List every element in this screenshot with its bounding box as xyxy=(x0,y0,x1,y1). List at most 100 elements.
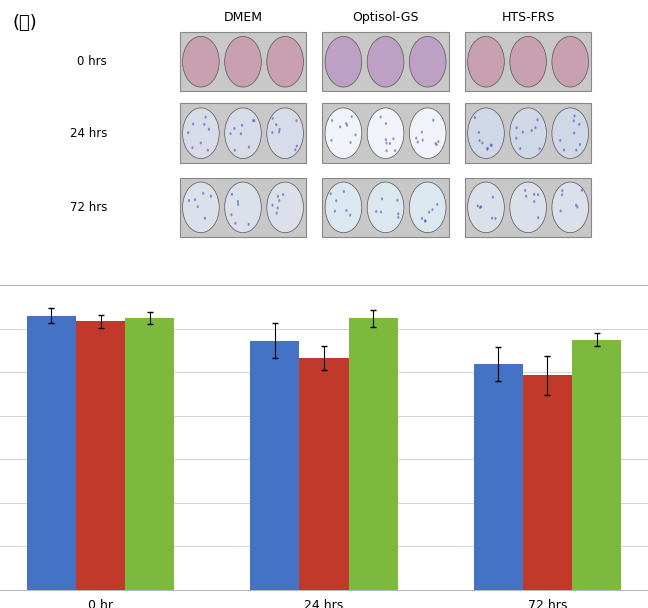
Ellipse shape xyxy=(237,200,239,203)
Ellipse shape xyxy=(436,203,438,206)
Ellipse shape xyxy=(272,117,273,120)
Text: HTS-FRS: HTS-FRS xyxy=(502,12,555,24)
Bar xyxy=(465,178,591,237)
Ellipse shape xyxy=(203,123,205,126)
Ellipse shape xyxy=(494,217,496,220)
Ellipse shape xyxy=(208,128,210,131)
Ellipse shape xyxy=(524,189,526,192)
Ellipse shape xyxy=(325,108,362,159)
Ellipse shape xyxy=(272,204,273,207)
Ellipse shape xyxy=(397,199,399,202)
Bar xyxy=(523,376,572,590)
Ellipse shape xyxy=(510,108,546,159)
Ellipse shape xyxy=(581,188,583,192)
Ellipse shape xyxy=(397,212,399,215)
Ellipse shape xyxy=(233,127,235,130)
Bar xyxy=(179,103,306,163)
Ellipse shape xyxy=(573,114,575,117)
Ellipse shape xyxy=(335,199,338,202)
Ellipse shape xyxy=(417,140,419,143)
Text: Optisol-GS: Optisol-GS xyxy=(353,12,419,24)
Ellipse shape xyxy=(468,36,504,87)
Ellipse shape xyxy=(510,182,546,233)
Ellipse shape xyxy=(537,193,539,196)
Ellipse shape xyxy=(225,182,261,233)
Ellipse shape xyxy=(428,210,430,213)
Ellipse shape xyxy=(561,193,563,196)
Bar xyxy=(322,32,448,91)
Ellipse shape xyxy=(522,131,524,134)
Ellipse shape xyxy=(561,189,564,192)
Ellipse shape xyxy=(267,108,303,159)
Ellipse shape xyxy=(295,145,298,148)
Ellipse shape xyxy=(415,137,417,140)
Ellipse shape xyxy=(230,213,233,216)
Ellipse shape xyxy=(267,36,303,87)
Ellipse shape xyxy=(410,36,446,87)
Ellipse shape xyxy=(367,36,404,87)
Bar xyxy=(27,316,76,590)
Ellipse shape xyxy=(538,147,540,150)
Ellipse shape xyxy=(282,193,284,196)
Ellipse shape xyxy=(253,119,255,122)
Text: DMEM: DMEM xyxy=(224,12,262,24)
Ellipse shape xyxy=(481,142,483,145)
Ellipse shape xyxy=(343,190,345,193)
Ellipse shape xyxy=(487,147,489,150)
Ellipse shape xyxy=(573,131,575,134)
Ellipse shape xyxy=(380,116,382,119)
Ellipse shape xyxy=(240,132,242,135)
Ellipse shape xyxy=(537,119,538,122)
Ellipse shape xyxy=(533,200,535,203)
Ellipse shape xyxy=(225,36,261,87)
Ellipse shape xyxy=(531,129,533,132)
Ellipse shape xyxy=(397,216,399,219)
Ellipse shape xyxy=(474,116,476,119)
Ellipse shape xyxy=(252,119,254,122)
Bar xyxy=(322,178,448,237)
Ellipse shape xyxy=(559,210,562,213)
Ellipse shape xyxy=(205,116,207,119)
Ellipse shape xyxy=(422,139,424,142)
Ellipse shape xyxy=(248,223,249,226)
Ellipse shape xyxy=(479,206,481,209)
Ellipse shape xyxy=(235,222,237,225)
Ellipse shape xyxy=(349,213,351,216)
Bar xyxy=(179,178,306,237)
Ellipse shape xyxy=(392,137,395,140)
Ellipse shape xyxy=(516,126,518,130)
Ellipse shape xyxy=(200,142,202,145)
Ellipse shape xyxy=(525,195,527,198)
Ellipse shape xyxy=(241,123,243,126)
Ellipse shape xyxy=(191,147,194,150)
Ellipse shape xyxy=(477,204,479,207)
Ellipse shape xyxy=(394,149,396,152)
Ellipse shape xyxy=(573,119,575,122)
Bar xyxy=(465,32,591,91)
Ellipse shape xyxy=(367,182,404,233)
Ellipse shape xyxy=(389,142,391,145)
Ellipse shape xyxy=(295,119,297,122)
Ellipse shape xyxy=(478,131,480,134)
Ellipse shape xyxy=(294,148,297,151)
Ellipse shape xyxy=(437,140,439,143)
Ellipse shape xyxy=(207,149,209,152)
Bar xyxy=(76,321,125,590)
Ellipse shape xyxy=(434,142,437,145)
Ellipse shape xyxy=(345,122,347,125)
Ellipse shape xyxy=(248,145,250,148)
Ellipse shape xyxy=(183,182,219,233)
Ellipse shape xyxy=(192,122,194,125)
Bar xyxy=(179,32,306,91)
Bar xyxy=(474,364,523,590)
Ellipse shape xyxy=(330,192,332,195)
Ellipse shape xyxy=(575,149,577,152)
Bar xyxy=(250,340,299,590)
Ellipse shape xyxy=(410,182,446,233)
Text: 72 hrs: 72 hrs xyxy=(69,201,107,214)
Ellipse shape xyxy=(537,216,539,219)
Ellipse shape xyxy=(229,132,231,135)
Ellipse shape xyxy=(468,182,504,233)
Ellipse shape xyxy=(202,192,204,195)
Ellipse shape xyxy=(432,119,434,122)
